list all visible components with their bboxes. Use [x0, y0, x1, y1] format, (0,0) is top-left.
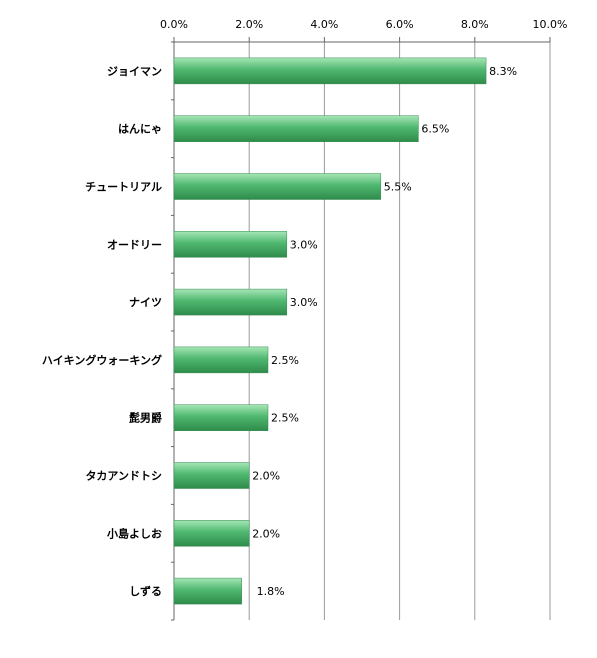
data-label: 3.0%	[290, 296, 318, 309]
bar	[173, 520, 250, 547]
category-label: しずる	[129, 584, 162, 598]
category-label: タカアンドトシ	[85, 470, 162, 483]
bar	[173, 173, 382, 200]
bars	[173, 57, 487, 605]
labels: 0.0% 2.0% 4.0% 6.0% 8.0% 10.0% ジョイマン 8.3% はんにゃ 6.…	[42, 18, 568, 598]
data-label: 2.5%	[271, 412, 299, 425]
x-tick-label: 8.0%	[461, 18, 489, 31]
category-label: チュートリアル	[85, 181, 162, 194]
x-tick-label: 10.0%	[533, 18, 568, 31]
category-label: 小島よしお	[106, 526, 162, 540]
category-label: ハイキングウォーキング	[42, 353, 162, 367]
data-label: 6.5%	[421, 123, 449, 136]
bar	[173, 115, 419, 142]
bar	[173, 57, 487, 85]
x-tick-label: 2.0%	[235, 18, 263, 31]
data-label: 2.5%	[271, 354, 299, 367]
x-tick-label: 6.0%	[386, 18, 414, 31]
data-label: 5.5%	[384, 181, 412, 194]
bar	[173, 231, 288, 258]
category-label: オードリー	[107, 238, 162, 251]
bar	[173, 346, 269, 374]
bar	[173, 577, 242, 605]
data-label: 2.0%	[252, 470, 280, 483]
data-label: 2.0%	[252, 527, 280, 540]
data-label: 8.3%	[489, 65, 517, 78]
x-tick-label: 4.0%	[310, 18, 338, 31]
category-label: ナイツ	[129, 296, 162, 309]
category-label: ジョイマン	[107, 65, 162, 78]
data-label: 1.8%	[257, 585, 285, 598]
category-label: 髭男爵	[129, 411, 162, 425]
data-label: 3.0%	[290, 238, 318, 251]
bar	[173, 462, 250, 489]
category-label: はんにゃ	[118, 123, 162, 136]
bar	[173, 288, 288, 316]
bar	[173, 404, 269, 431]
x-tick-label: 0.0%	[160, 18, 188, 31]
